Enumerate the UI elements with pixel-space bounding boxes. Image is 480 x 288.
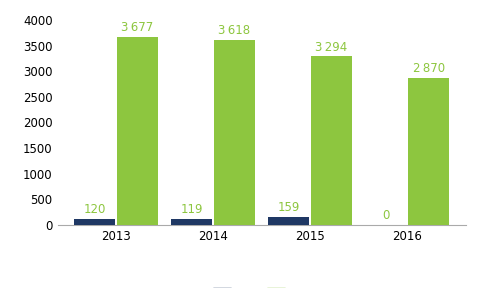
Bar (117, 37, 157, 225)
Text: 2 870: 2 870 (413, 62, 445, 75)
Bar (408, 78, 449, 225)
Bar (74, 219, 115, 225)
Text: 119: 119 (180, 203, 203, 216)
Bar (171, 219, 212, 225)
Bar (268, 217, 309, 225)
Text: 159: 159 (277, 201, 300, 214)
Text: 3 618: 3 618 (218, 24, 251, 37)
Text: 120: 120 (84, 203, 106, 216)
Bar (311, 56, 352, 225)
Legend: IIC, IIU: IIC, IIU (209, 282, 314, 288)
Text: 3 677: 3 677 (121, 21, 154, 34)
Text: 0: 0 (382, 209, 390, 222)
Bar (214, 40, 255, 225)
Text: 3 294: 3 294 (315, 41, 348, 54)
